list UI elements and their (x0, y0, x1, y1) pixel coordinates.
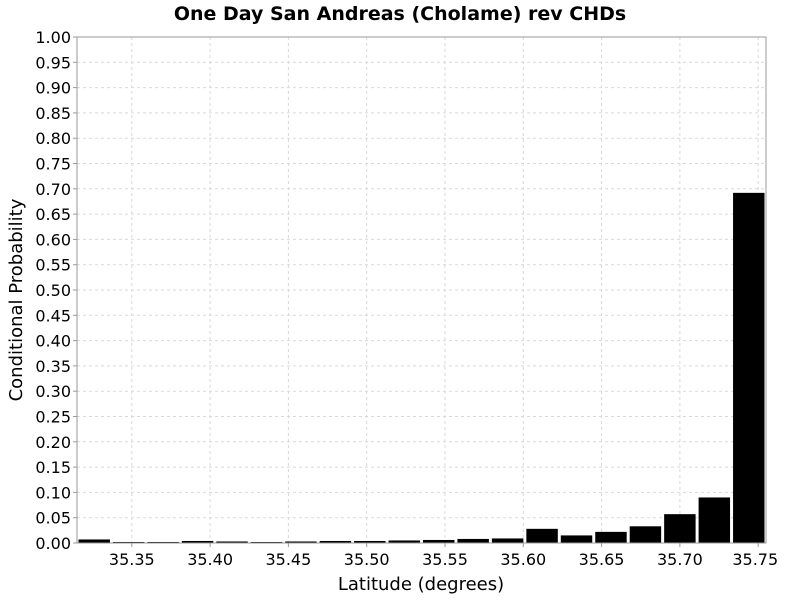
y-tick-label: 0.05 (35, 509, 71, 528)
bar (595, 531, 627, 543)
y-tick-label: 0.00 (35, 534, 71, 553)
y-tick-label: 0.10 (35, 483, 71, 502)
bar (147, 541, 179, 543)
bar (560, 535, 593, 543)
y-tick-label: 0.70 (35, 180, 71, 199)
bars (78, 192, 765, 543)
bar (457, 538, 489, 543)
bar (526, 528, 558, 543)
bar (112, 541, 145, 543)
bar (78, 539, 110, 543)
bar (698, 497, 731, 543)
bar (423, 539, 455, 543)
chart-title: One Day San Andreas (Cholame) rev CHDs (174, 3, 626, 25)
y-tick-label: 0.80 (35, 129, 71, 148)
y-tick-label: 0.40 (35, 332, 71, 351)
y-tick-label: 0.95 (35, 53, 71, 72)
bar (733, 192, 765, 543)
y-axis-ticks: 0.00 0.05 0.10 0.15 0.20 0.25 0.30 0.35 0.40 0.45… (35, 28, 77, 553)
bar (491, 538, 524, 543)
y-tick-label: 0.75 (35, 155, 71, 174)
x-tick-label: 35.60 (500, 550, 546, 569)
bar (285, 541, 317, 543)
bar (216, 541, 248, 543)
x-tick-label: 35.55 (422, 550, 468, 569)
y-tick-label: 0.20 (35, 433, 71, 452)
y-tick-label: 0.15 (35, 458, 71, 477)
y-tick-label: 0.85 (35, 104, 71, 123)
y-tick-label: 0.25 (35, 408, 71, 427)
y-tick-label: 1.00 (35, 28, 71, 47)
x-tick-label: 35.70 (657, 550, 703, 569)
x-tick-label: 35.75 (732, 550, 778, 569)
bar (388, 540, 420, 543)
x-tick-label: 35.35 (109, 550, 155, 569)
y-tick-label: 0.90 (35, 79, 71, 98)
y-tick-label: 0.65 (35, 205, 71, 224)
bar (354, 540, 386, 543)
bar (664, 514, 696, 543)
x-axis-ticks: 35.35 35.40 35.45 35.50 35.55 35.60 35.65 35.70… (109, 543, 778, 569)
bar (181, 540, 214, 543)
y-tick-label: 0.55 (35, 256, 71, 275)
bar (319, 540, 352, 543)
x-tick-label: 35.65 (579, 550, 625, 569)
y-tick-label: 0.30 (35, 382, 71, 401)
y-tick-label: 0.50 (35, 281, 71, 300)
y-tick-label: 0.45 (35, 306, 71, 325)
x-tick-label: 35.50 (344, 550, 390, 569)
y-tick-label: 0.60 (35, 230, 71, 249)
x-tick-label: 35.40 (187, 550, 233, 569)
y-tick-label: 0.35 (35, 357, 71, 376)
y-axis-label: Conditional Probability (6, 198, 27, 401)
x-axis-label: Latitude (degrees) (338, 574, 504, 595)
bar (629, 526, 662, 543)
x-tick-label: 35.45 (265, 550, 311, 569)
